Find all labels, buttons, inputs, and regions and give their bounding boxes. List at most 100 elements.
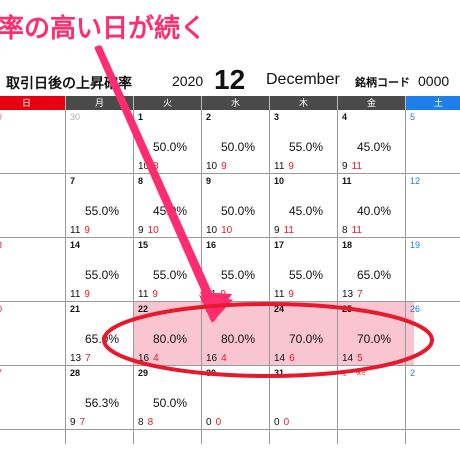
rise-probability: 55.0% — [84, 268, 119, 282]
stock-code-value[interactable]: 0000 — [418, 73, 450, 89]
calendar-day-cell[interactable]: 29 — [0, 110, 66, 174]
rise-probability: 80.0% — [152, 332, 187, 346]
up-count: 9 — [138, 225, 144, 236]
calendar-day-cell[interactable]: 6 — [0, 174, 66, 238]
rise-probability: 55.0% — [220, 268, 255, 282]
down-count: 7 — [85, 353, 91, 364]
day-number: 24 — [274, 304, 285, 314]
calendar-day-cell[interactable]: 2 — [406, 366, 460, 430]
up-count: 8 — [342, 225, 348, 236]
day-number: 3 — [274, 112, 280, 122]
calendar-day-cell[interactable]: 23 80.0% 16 4 — [202, 302, 270, 366]
down-count: 11 — [351, 161, 362, 172]
calendar-day-cell[interactable]: 8 45.0% 9 10 — [134, 174, 202, 238]
day-number: 8 — [138, 176, 144, 186]
partial-row-cell — [202, 430, 270, 444]
calendar-day-cell[interactable]: 21 65.0% 13 7 — [66, 302, 134, 366]
weekday-header: 木 — [270, 96, 338, 110]
day-number: 9 — [206, 176, 212, 186]
day-number: 2 — [206, 112, 212, 122]
up-count: 11 — [206, 289, 217, 300]
title-year: 2020 — [172, 73, 204, 89]
up-count: 11 — [138, 289, 149, 300]
up-down-counts: 11 9 — [70, 289, 90, 300]
day-number: 14 — [70, 240, 81, 250]
rise-probability: 65.0% — [356, 268, 391, 282]
calendar-day-cell[interactable]: 1 50.0% 10 8 — [134, 110, 202, 174]
calendar-day-cell[interactable]: 4 45.0% 9 11 — [338, 110, 406, 174]
day-number: 1 — [138, 112, 144, 122]
calendar-day-cell[interactable]: 11 40.0% 8 11 — [338, 174, 406, 238]
calendar-day-cell[interactable]: 27 — [0, 366, 66, 430]
calendar-day-cell[interactable]: 24 70.0% 14 6 — [270, 302, 338, 366]
day-number: 28 — [70, 368, 81, 378]
rise-probability: 50.0% — [220, 204, 255, 218]
day-number: 22 — [138, 304, 149, 314]
calendar-day-cell[interactable]: 28 56.3% 9 7 — [66, 366, 134, 430]
rise-probability: 50.0% — [152, 396, 187, 410]
calendar-day-cell[interactable]: 16 55.0% 11 9 — [202, 238, 270, 302]
down-count: 7 — [79, 417, 86, 428]
down-count: 0 — [283, 417, 290, 428]
calendar-grid: 日月火水木金土2930150.0%108250.0%109355.0%11944… — [0, 96, 460, 444]
calendar-day-cell[interactable]: 30 0 0 — [202, 366, 270, 430]
calendar-day-cell[interactable]: 18 65.0% 13 7 — [338, 238, 406, 302]
day-number: 7 — [70, 176, 76, 186]
calendar-day-cell[interactable]: 25 70.0% 14 5 — [338, 302, 406, 366]
day-number: 25 — [342, 304, 353, 314]
calendar-day-cell[interactable]: 5 — [406, 110, 460, 174]
calendar-day-cell[interactable]: 2 50.0% 10 9 — [202, 110, 270, 174]
up-down-counts: 8 11 — [342, 225, 362, 236]
rise-probability: 55.0% — [152, 268, 187, 282]
calendar-day-cell[interactable]: 19 — [406, 238, 460, 302]
calendar-day-cell[interactable]: 20 — [0, 302, 66, 366]
day-number: 4 — [342, 112, 348, 122]
calendar-day-cell[interactable]: 7 55.0% 11 9 — [66, 174, 134, 238]
up-count: 13 — [342, 289, 354, 300]
calendar-day-cell[interactable]: 10 45.0% 9 11 — [270, 174, 338, 238]
partial-row-cell — [270, 430, 338, 444]
calendar-title-bar: 取引日後の上昇確率 2020 12 December 銘柄コード 0000 — [0, 64, 460, 95]
calendar-day-cell[interactable]: 29 50.0% 8 8 — [134, 366, 202, 430]
rise-probability: 70.0% — [356, 332, 391, 346]
down-count: 8 — [147, 417, 154, 428]
calendar-day-cell[interactable]: 1 休日 — [338, 366, 406, 430]
day-number: 30 — [70, 112, 81, 122]
down-count: 0 — [215, 417, 222, 428]
down-count: 9 — [288, 289, 294, 300]
calendar-day-cell[interactable]: 15 55.0% 11 9 — [134, 238, 202, 302]
weekday-header: 金 — [338, 96, 406, 110]
weekday-header: 土 — [406, 96, 460, 110]
up-count: 10 — [138, 161, 150, 172]
calendar-day-cell[interactable]: 9 50.0% 10 10 — [202, 174, 270, 238]
calendar-day-cell[interactable]: 30 — [66, 110, 134, 174]
rise-probability: 45.0% — [356, 140, 391, 154]
up-down-counts: 11 9 — [274, 161, 294, 172]
up-down-counts: 11 9 — [206, 289, 226, 300]
calendar-day-cell[interactable]: 17 55.0% 11 9 — [270, 238, 338, 302]
up-down-counts: 13 7 — [70, 353, 91, 364]
calendar-day-cell[interactable]: 22 80.0% 16 4 — [134, 302, 202, 366]
up-count: 11 — [70, 225, 81, 236]
down-count: 9 — [84, 289, 90, 300]
calendar-day-cell[interactable]: 3 55.0% 11 9 — [270, 110, 338, 174]
day-number: 18 — [342, 240, 353, 250]
calendar-day-cell[interactable]: 26 — [406, 302, 460, 366]
down-count: 8 — [153, 161, 159, 172]
calendar-day-cell[interactable]: 13 — [0, 238, 66, 302]
up-count: 11 — [274, 161, 285, 172]
up-count: 14 — [342, 353, 354, 364]
headline-caption: 率の高い日が続く — [0, 14, 207, 44]
rise-probability: 50.0% — [152, 140, 187, 154]
calendar-day-cell[interactable]: 31 0 0 — [270, 366, 338, 430]
down-count: 9 — [221, 161, 227, 172]
down-count: 11 — [283, 225, 294, 236]
up-down-counts: 11 9 — [274, 289, 294, 300]
calendar-day-cell[interactable]: 14 55.0% 11 9 — [66, 238, 134, 302]
day-number: 10 — [274, 176, 285, 186]
partial-row-cell — [66, 430, 134, 444]
calendar-day-cell[interactable]: 12 — [406, 174, 460, 238]
up-down-counts: 9 11 — [274, 225, 294, 236]
